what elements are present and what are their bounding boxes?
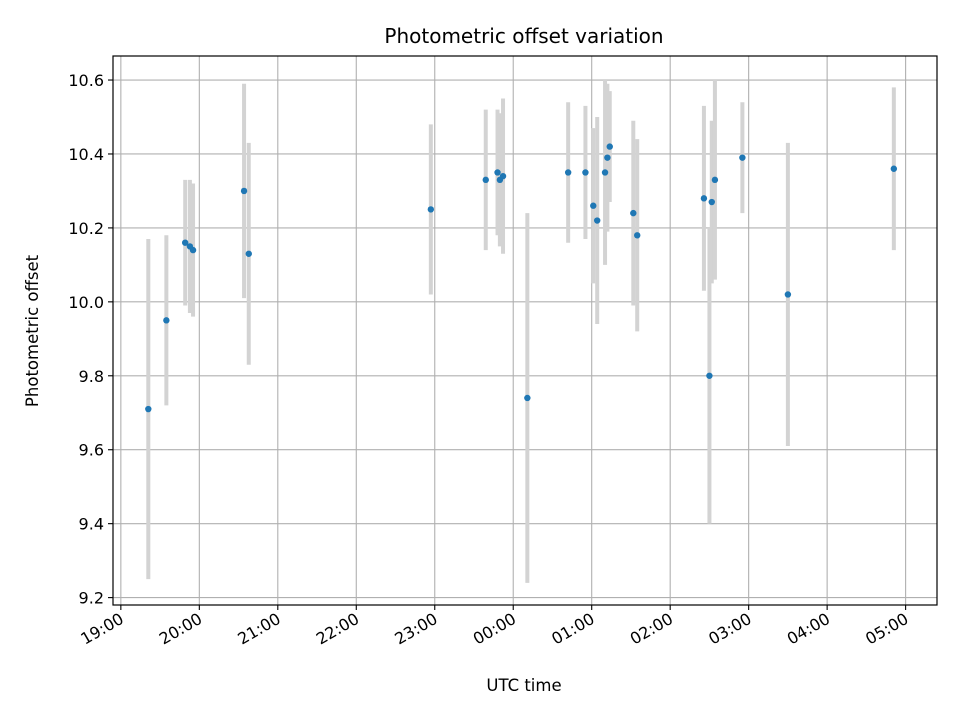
y-tick-label: 9.8 [79,367,104,386]
data-point [890,165,898,172]
y-tick-label: 9.4 [79,515,104,534]
data-point [181,239,189,246]
data-point [494,169,501,176]
data-point [145,405,152,413]
y-tick-label: 10.4 [68,145,104,164]
data-point [163,317,170,324]
data-point [700,195,708,202]
chart-title: Photometric offset variation [384,24,663,48]
y-tick-label: 10.2 [68,219,104,238]
data-point [630,209,637,217]
data-point [739,154,746,161]
data-point [601,169,609,176]
y-tick-label: 9.6 [79,441,104,460]
y-tick-label: 10.0 [68,293,104,312]
data-point [784,291,792,298]
data-point [564,169,572,176]
y-axis-label: Photometric offset [23,254,42,407]
data-point [240,187,248,195]
data-point [604,154,611,161]
data-point [582,169,589,176]
data-points [145,143,898,413]
data-point [482,176,489,184]
grid [113,56,937,605]
data-point [427,206,435,213]
data-point [706,372,713,379]
data-point [590,202,597,209]
y-tick-label: 9.2 [79,589,104,608]
data-point [593,217,601,224]
data-point [606,143,613,150]
data-point [189,246,197,254]
data-point [708,198,715,206]
data-point [499,172,507,180]
data-point [245,250,252,257]
plot-frame [112,55,938,606]
y-axis: 9.2 9.4 9.6 9.8 10.0 10.2 10.4 10.6 [68,71,113,608]
data-point [711,176,719,184]
x-axis-label: UTC time [486,676,561,695]
data-point [524,394,531,402]
data-point [634,232,641,239]
y-tick-label: 10.6 [68,71,104,90]
